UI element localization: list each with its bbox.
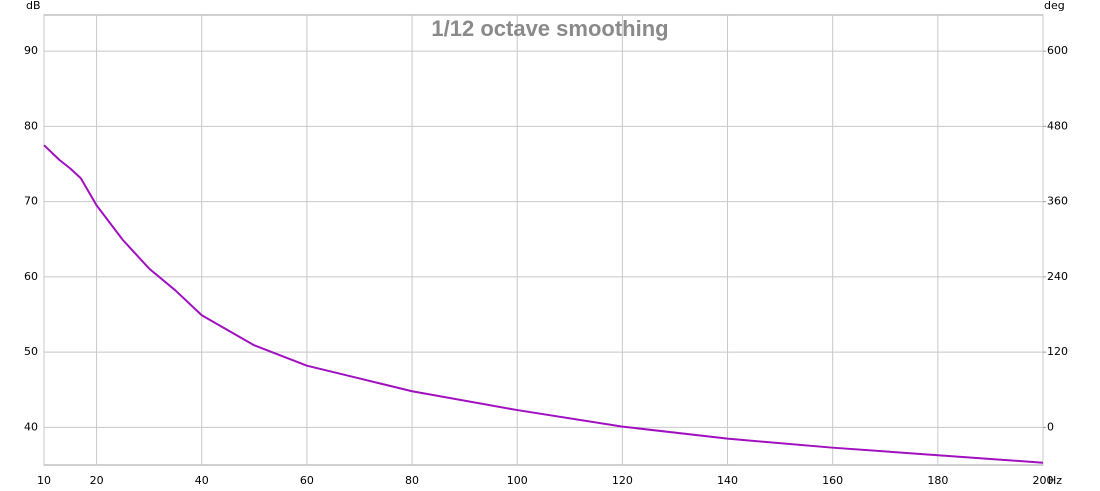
- x-tick-label: 80: [405, 474, 419, 487]
- y-axis-label: dB: [26, 0, 41, 12]
- x-tick-label: 10: [37, 474, 51, 487]
- plot-area: [43, 14, 1044, 466]
- x-tick-label: 140: [717, 474, 738, 487]
- x-tick-label: 180: [927, 474, 948, 487]
- chart-title: 1/12 octave smoothing: [431, 16, 668, 41]
- y-tick-label: 90: [24, 44, 38, 57]
- x-tick-label: 120: [612, 474, 633, 487]
- y2-axis-label: deg: [1044, 0, 1065, 12]
- y-tick-label: 60: [24, 270, 38, 283]
- y2-tick-label: 240: [1047, 270, 1068, 283]
- y2-tick-label: 120: [1047, 345, 1068, 358]
- x-tick-label: 40: [195, 474, 209, 487]
- y-tick-label: 50: [24, 345, 38, 358]
- y2-tick-label: 360: [1047, 195, 1068, 208]
- y-tick-label: 80: [24, 119, 38, 132]
- x-tick-label: 200: [1033, 474, 1054, 487]
- y2-tick-label: 480: [1047, 119, 1068, 132]
- x-tick-label: 20: [90, 474, 104, 487]
- y2-tick-label: 600: [1047, 44, 1068, 57]
- x-tick-label: 60: [300, 474, 314, 487]
- data-line: [43, 144, 1044, 464]
- x-tick-label: 160: [822, 474, 843, 487]
- x-tick-label: 100: [507, 474, 528, 487]
- grid: [43, 15, 1044, 465]
- x-axis-label: Hz: [1048, 474, 1062, 487]
- y2-tick-label: 0: [1047, 420, 1054, 433]
- y-tick-label: 70: [24, 195, 38, 208]
- y-tick-label: 40: [24, 420, 38, 433]
